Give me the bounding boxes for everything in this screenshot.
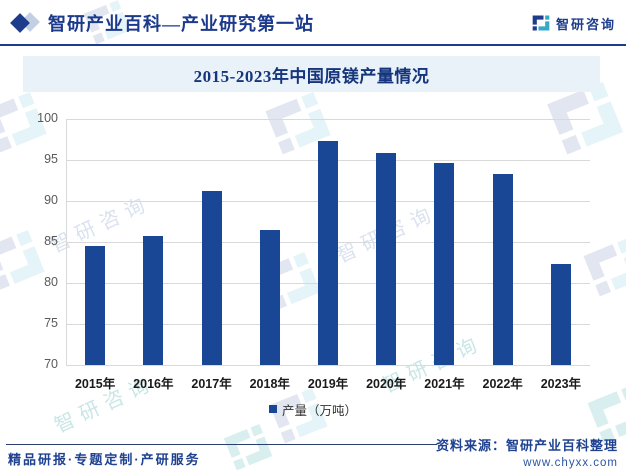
y-axis-tick: 85 <box>44 234 58 248</box>
x-axis-label: 2018年 <box>249 377 290 391</box>
y-axis-tick: 100 <box>37 111 58 125</box>
legend-swatch <box>268 405 277 413</box>
y-axis-line <box>66 119 67 365</box>
watermark-logo <box>218 417 280 473</box>
data-source: 资料来源：智研产业百科整理 <box>435 438 618 453</box>
gridline <box>66 365 590 366</box>
x-axis-label: 2022年 <box>482 377 523 391</box>
y-axis-tick: 95 <box>44 152 58 166</box>
bar-2022年 <box>492 173 513 365</box>
website-link[interactable]: www.chyxx.com <box>523 457 618 469</box>
y-axis-tick: 80 <box>44 275 58 289</box>
footer-source-block: 资料来源：智研产业百科整理 www.chyxx.com <box>436 435 618 469</box>
diamond-icon <box>10 12 44 33</box>
x-axis-label: 2017年 <box>191 377 232 391</box>
brand-logo: 智研咨询 <box>531 13 616 33</box>
bar-2018年 <box>259 229 280 365</box>
legend-label: 产量（万吨） <box>281 403 357 418</box>
bar-2016年 <box>143 236 164 365</box>
x-axis-label: 2019年 <box>307 377 349 391</box>
zhiyan-logo-icon <box>532 15 550 31</box>
x-axis-label: 2020年 <box>366 377 407 391</box>
gridline <box>66 119 590 120</box>
y-axis-tick: 75 <box>44 316 58 330</box>
header-divider <box>0 44 626 46</box>
bar-2019年 <box>318 141 338 365</box>
zhiyan-logo-icon <box>223 424 273 471</box>
bar-chart-plot: 70 75 80 85 90 95 100 2015年 2016年 2017年 2018年 2019年… <box>37 111 590 391</box>
footer-divider <box>6 444 437 445</box>
x-axis-label: 2021年 <box>424 377 465 391</box>
bar-2017年 <box>201 191 222 365</box>
x-axis-label: 2023年 <box>540 377 582 391</box>
y-axis-tick: 90 <box>44 193 58 207</box>
bar-2021年 <box>434 163 455 365</box>
x-axis-label: 2016年 <box>133 377 174 391</box>
bar-2023年 <box>550 264 571 365</box>
site-title: 智研产业百科—产业研究第一站 <box>48 14 314 34</box>
brand-name: 智研咨询 <box>555 16 616 32</box>
x-axis-label: 2015年 <box>74 377 116 391</box>
chart-title: 2015-2023年中国原镁产量情况 <box>193 66 430 86</box>
bar-2020年 <box>376 153 397 365</box>
header: 智研产业百科—产业研究第一站 智研咨询 <box>0 0 626 44</box>
y-axis-tick: 70 <box>44 357 58 371</box>
chart-legend: 产量（万吨） <box>0 401 626 418</box>
chart-title-banner: 2015-2023年中国原镁产量情况 <box>23 56 600 92</box>
footer-services: 精品研报·专题定制·产研服务 <box>8 452 201 467</box>
bar-2015年 <box>85 246 106 365</box>
